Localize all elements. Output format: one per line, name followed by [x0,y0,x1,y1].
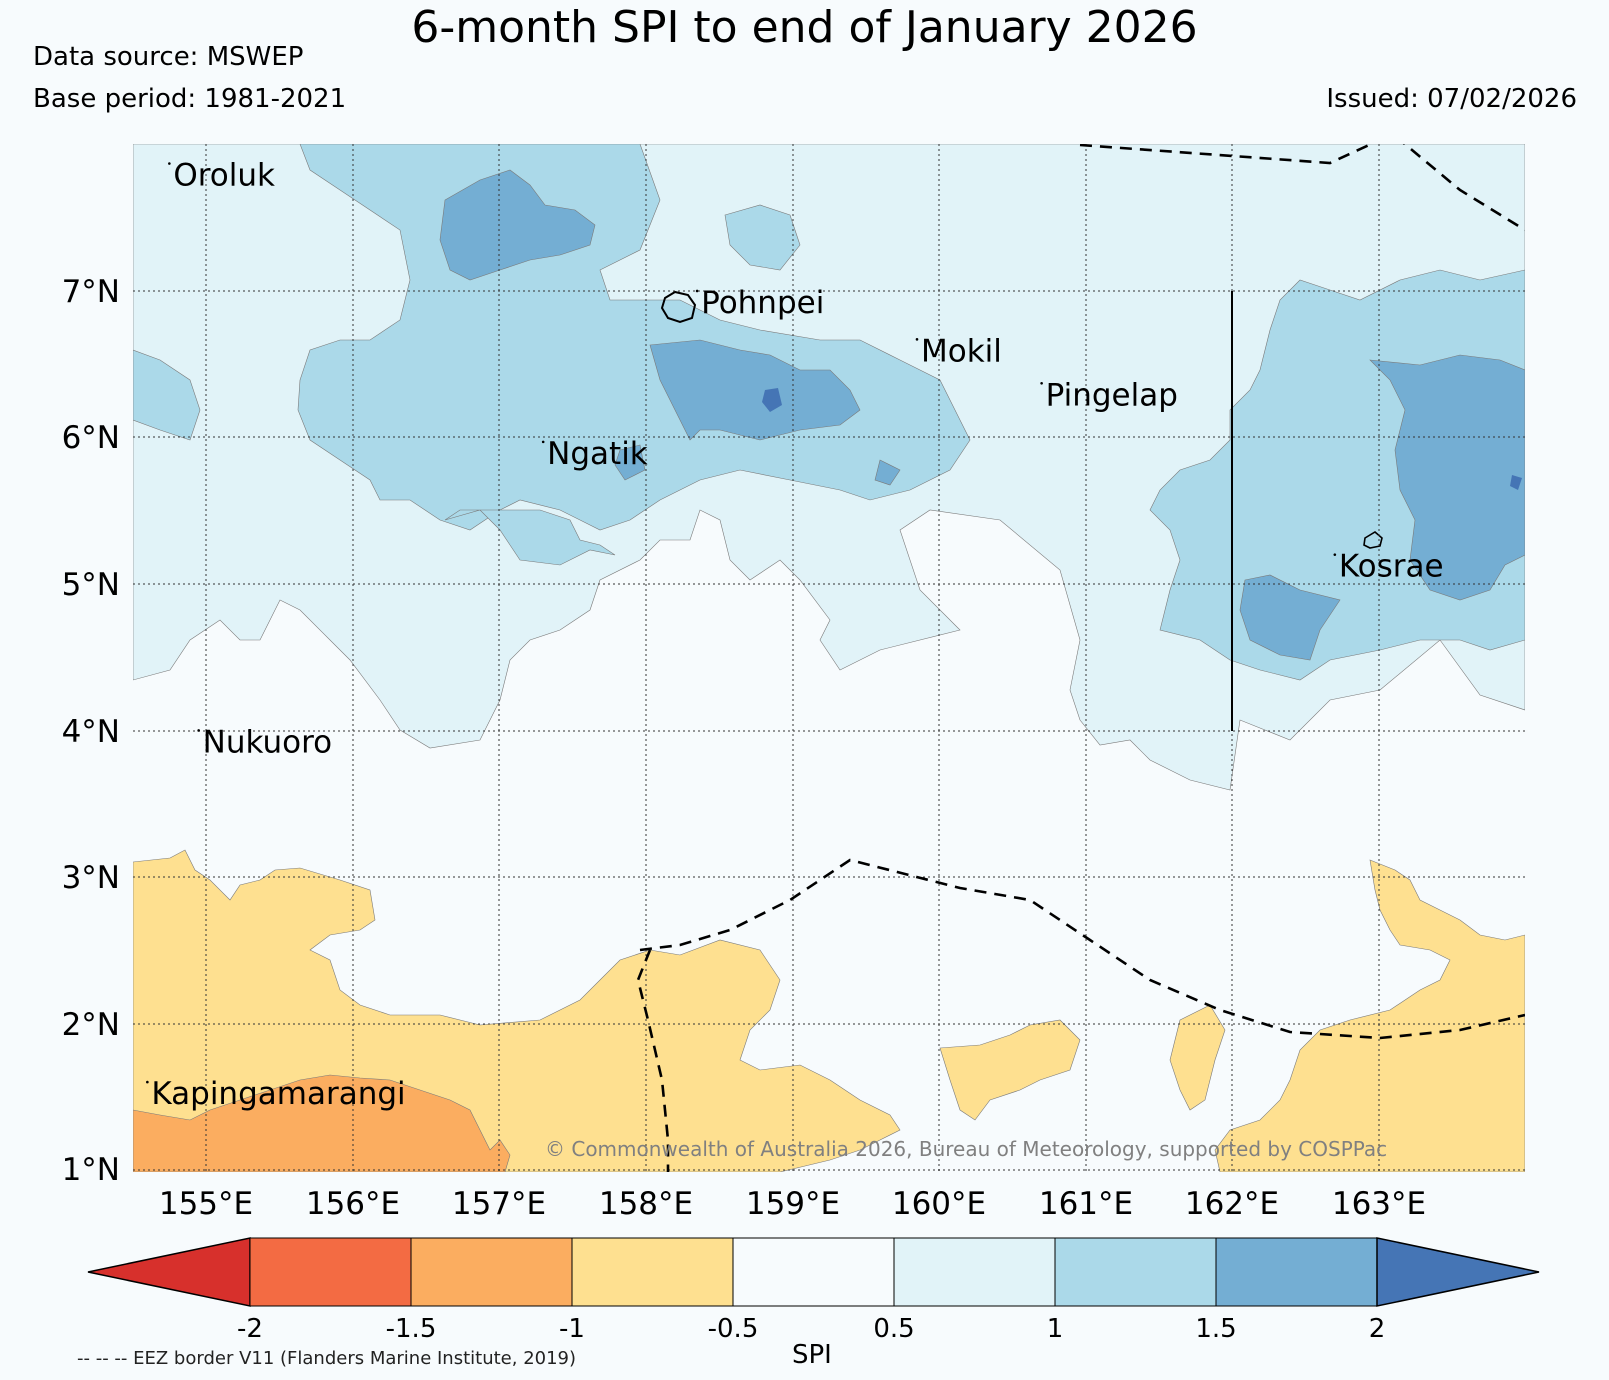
spi-region-1-1.5-sw [444,509,616,566]
spi-region-1.5-2-north [439,169,596,281]
place-marker [146,1080,149,1084]
copyright-credit: © Commonwealth of Australia 2026, Bureau… [545,1137,1388,1161]
colorbar-tick: 1 [1047,1314,1064,1344]
colorbar-tick: -2 [237,1314,263,1344]
colorbar-tick: 1.5 [1195,1314,1236,1344]
place-label-pohnpei: Pohnpei [701,285,824,321]
lon-label-157: 157°E [452,1186,546,1222]
spi-region-1-1.5-nw-bits [133,349,201,441]
spi-region-1.5-2-kosrae [1239,574,1341,661]
spi-region-1-1.5-blob [724,204,801,271]
colorbar-tick: 2 [1369,1314,1386,1344]
colorbar-bin-neg1-neg0.5 [571,1237,734,1307]
place-marker [1333,553,1337,556]
spi-region-1.5-2-central [649,339,861,441]
place-label-oroluk: Oroluk [173,158,275,194]
place-label-nukuoro: Nukuoro [203,724,332,760]
lon-label-162: 162°E [1185,1186,1279,1222]
lat-label-3: 3°N [62,860,120,896]
colorbar-tick: 0.5 [873,1314,914,1344]
place-marker [168,162,171,165]
place-marker [915,338,919,341]
base-period: Base period: 1981-2021 [33,84,347,114]
place-marker [1040,381,1043,385]
lat-label-4: 4°N [62,714,120,750]
lon-label-158: 158°E [599,1186,693,1222]
spi-region-neg1-neg0.5-islet [939,1019,1081,1121]
colorbar-label: SPI [792,1340,832,1370]
lat-label-5: 5°N [62,567,120,603]
pohnpei-island-outline [660,290,697,324]
place-marker [541,440,545,444]
lat-label-6: 6°N [62,420,120,456]
map-title: 6-month SPI to end of January 2026 [411,2,1198,53]
spi-region-1.5-2-ngatik [614,444,646,481]
place-label-kosrae: Kosrae [1339,549,1444,585]
colorbar-extend-low [87,1237,251,1307]
spi-region-1.5-2-small [874,459,901,486]
colorbar-bin-neg2-neg1.5 [249,1237,412,1307]
lon-label-160: 160°E [892,1186,986,1222]
eez-borders [636,144,1525,1172]
lat-label-2: 2°N [62,1007,120,1043]
lon-label-161: 161°E [1039,1186,1133,1222]
lon-label-155: 155°E [159,1186,253,1222]
place-label-kapingamarangi: Kapingamarangi [151,1076,405,1112]
spi-region-gt2-b [1510,475,1522,490]
lon-label-159: 159°E [746,1186,840,1222]
issued-date: Issued: 07/02/2026 [1326,84,1577,114]
place-label-ngatik: Ngatik [547,436,648,472]
colorbar-bin-neg1.5-neg1 [410,1237,573,1307]
colorbar-extend-high [1376,1237,1540,1307]
eez-note: -- -- -- EEZ border V11 (Flanders Marine… [77,1348,577,1369]
lon-label-156: 156°E [306,1186,400,1222]
lon-label-163: 163°E [1332,1186,1426,1222]
colorbar-tick: -1 [559,1314,585,1344]
spi-region-gt2-a [762,388,782,412]
place-label-mokil: Mokil [921,333,1002,369]
colorbar-bin-0.5-1 [893,1237,1056,1307]
colorbar: -2 -1.5 -1 -0.5 0.5 1 1.5 2 [87,1237,1540,1344]
place-labels: Oroluk Pohnpei Mokil Pingelap Ngatik Kosrae Nu… [146,158,1444,1112]
kosrae-island-outline [1363,531,1383,549]
colorbar-bin-1-1.5 [1054,1237,1217,1307]
colorbar-tick: -0.5 [708,1314,759,1344]
place-marker [197,729,200,732]
colorbar-tick: -1.5 [386,1314,437,1344]
place-marker [695,289,699,293]
place-label-pingelap: Pingelap [1046,377,1178,413]
spi-region-neg1-neg0.5-east [1214,859,1525,1172]
lat-label-7: 7°N [62,274,120,310]
spi-region-neg1-neg0.5-mid [1169,1004,1226,1111]
map-field [133,144,1525,1172]
spi-region-neg1.5-neg1 [133,1074,511,1172]
colorbar-bin-neg0.5-0.5 [732,1237,895,1307]
data-source: Data source: MSWEP [33,42,304,72]
lat-label-1: 1°N [62,1152,120,1188]
colorbar-bin-1.5-2 [1215,1237,1378,1307]
